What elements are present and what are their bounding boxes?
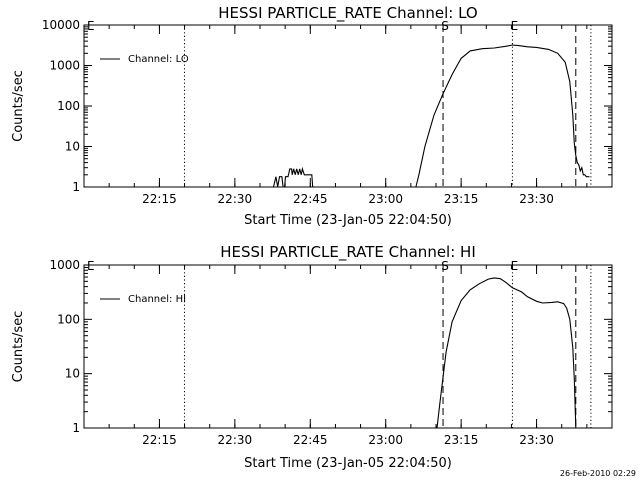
series-line xyxy=(436,277,577,429)
y-tick-label: 100 xyxy=(57,99,80,113)
y-tick-label: 1 xyxy=(72,180,80,194)
chart-hi-channel: HESSI PARTICLE_RATE Channel: HI Counts/se… xyxy=(11,243,613,471)
event-marker-label: E xyxy=(511,259,519,273)
legend-label: Channel: HI xyxy=(128,294,186,305)
chart-title: HESSI PARTICLE_RATE Channel: HI xyxy=(220,243,476,262)
x-axis-label: Start Time (23-Jan-05 22:04:50) xyxy=(244,213,452,228)
x-tick-label: 23:30 xyxy=(519,433,554,447)
corner-marker-label: E xyxy=(87,259,95,273)
plot-frame xyxy=(83,264,613,429)
y-tick-label: 1 xyxy=(72,421,80,435)
x-tick-label: 23:00 xyxy=(368,433,403,447)
chart-lo-channel: HESSI PARTICLE_RATE Channel: LO Counts/se… xyxy=(11,4,613,228)
y-axis-label: Counts/sec xyxy=(11,311,26,383)
y-tick-label: 10 xyxy=(65,140,80,154)
event-marker-label: S xyxy=(441,19,449,33)
footer-timestamp: 26-Feb-2010 02:29 xyxy=(560,469,636,478)
x-tick-label: 23:15 xyxy=(444,192,479,206)
y-tick-label: 10 xyxy=(65,367,80,381)
chart-title: HESSI PARTICLE_RATE Channel: LO xyxy=(218,4,477,23)
y-tick-label: 1000 xyxy=(49,258,80,272)
y-tick-label: 10000 xyxy=(42,18,80,32)
series-line xyxy=(272,166,314,188)
y-tick-label: 1000 xyxy=(49,59,80,73)
x-tick-label: 22:45 xyxy=(293,433,328,447)
x-tick-label: 23:00 xyxy=(368,192,403,206)
x-tick-label: 22:45 xyxy=(293,192,328,206)
x-tick-label: 22:30 xyxy=(218,433,253,447)
y-axis-label: Counts/sec xyxy=(11,70,26,142)
x-tick-label: 23:30 xyxy=(519,192,554,206)
plot-frame xyxy=(83,24,613,188)
event-marker-label: S xyxy=(441,259,449,273)
legend-label: Channel: LO xyxy=(128,54,189,65)
x-tick-label: 23:15 xyxy=(444,433,479,447)
x-axis-label: Start Time (23-Jan-05 22:04:50) xyxy=(244,456,452,471)
x-tick-label: 22:15 xyxy=(142,192,177,206)
event-marker-label: E xyxy=(511,19,519,33)
corner-marker-label: E xyxy=(87,19,95,33)
x-tick-label: 22:30 xyxy=(218,192,253,206)
x-tick-label: 22:15 xyxy=(142,433,177,447)
y-tick-label: 100 xyxy=(57,312,80,326)
series-line xyxy=(415,44,590,188)
